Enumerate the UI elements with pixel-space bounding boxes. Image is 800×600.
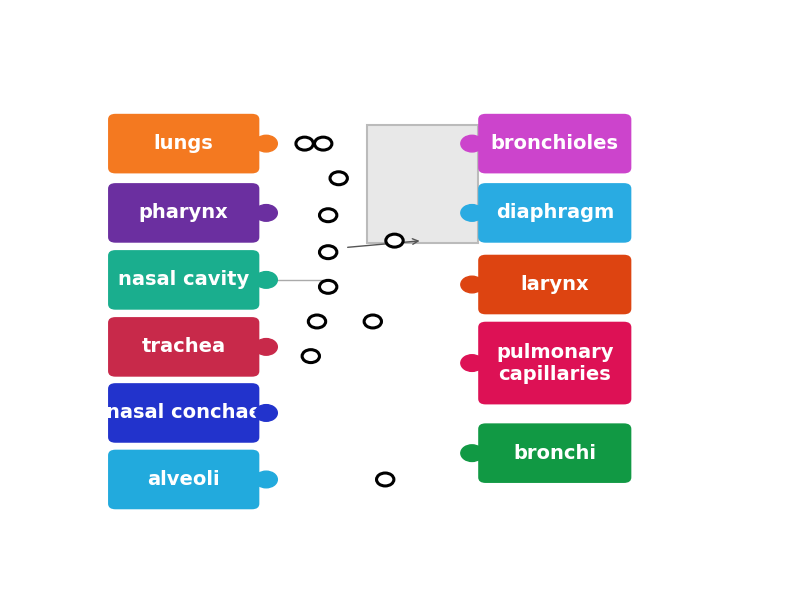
FancyBboxPatch shape <box>366 125 478 243</box>
Text: bronchi: bronchi <box>514 443 596 463</box>
FancyBboxPatch shape <box>108 449 259 509</box>
FancyBboxPatch shape <box>108 183 259 243</box>
FancyBboxPatch shape <box>108 114 259 173</box>
Circle shape <box>377 473 394 486</box>
Circle shape <box>386 234 403 247</box>
Circle shape <box>255 404 278 421</box>
FancyBboxPatch shape <box>478 424 631 483</box>
Text: larynx: larynx <box>521 275 589 294</box>
Text: diaphragm: diaphragm <box>496 203 614 223</box>
Circle shape <box>364 315 382 328</box>
Circle shape <box>255 135 278 152</box>
Text: pharynx: pharynx <box>139 203 229 223</box>
Circle shape <box>296 137 314 150</box>
FancyBboxPatch shape <box>478 322 631 404</box>
Text: lungs: lungs <box>154 134 214 153</box>
Circle shape <box>319 246 337 259</box>
Circle shape <box>255 471 278 488</box>
Circle shape <box>314 137 332 150</box>
Text: nasal cavity: nasal cavity <box>118 271 250 289</box>
Circle shape <box>302 350 319 362</box>
FancyBboxPatch shape <box>478 255 631 314</box>
FancyBboxPatch shape <box>108 250 259 310</box>
Circle shape <box>255 338 278 355</box>
Circle shape <box>255 205 278 221</box>
Text: pulmonary
capillaries: pulmonary capillaries <box>496 343 614 383</box>
FancyBboxPatch shape <box>108 383 259 443</box>
Circle shape <box>461 355 483 371</box>
FancyBboxPatch shape <box>478 114 631 173</box>
Text: trachea: trachea <box>142 337 226 356</box>
Circle shape <box>308 315 326 328</box>
Circle shape <box>461 205 483 221</box>
Text: alveoli: alveoli <box>147 470 220 489</box>
Circle shape <box>461 276 483 293</box>
Text: bronchioles: bronchioles <box>490 134 618 153</box>
Circle shape <box>461 445 483 461</box>
Circle shape <box>330 172 347 185</box>
FancyBboxPatch shape <box>478 183 631 243</box>
FancyBboxPatch shape <box>108 317 259 377</box>
Circle shape <box>255 272 278 288</box>
Circle shape <box>319 209 337 221</box>
Circle shape <box>319 280 337 293</box>
Text: nasal conchae: nasal conchae <box>106 403 262 422</box>
Circle shape <box>461 135 483 152</box>
